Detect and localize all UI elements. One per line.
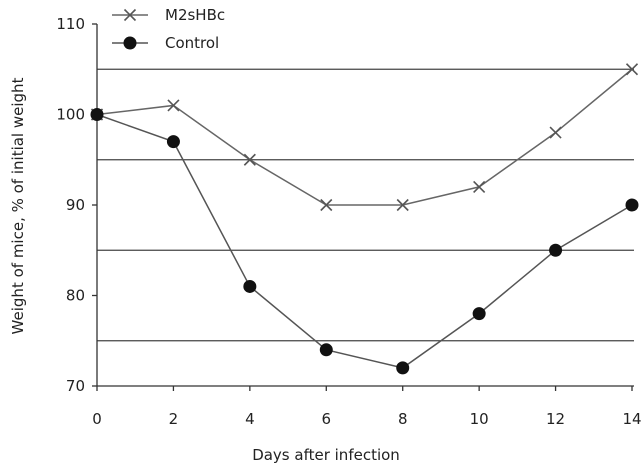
data-point: [396, 198, 409, 212]
legend-item: Control: [112, 34, 219, 52]
series-layer: [90, 63, 639, 375]
data-point: [473, 180, 486, 193]
x-tick-label: 14: [622, 410, 641, 428]
legend-label: M2sHBc: [165, 6, 225, 24]
series-line: [96, 68, 633, 206]
y-tick-label: 110: [56, 15, 85, 33]
data-point: [396, 361, 410, 375]
data-point: [549, 126, 562, 139]
series-line: [96, 113, 633, 369]
legend-label: Control: [165, 34, 219, 52]
data-point: [243, 279, 257, 293]
x-axis-title: Days after infection: [252, 446, 400, 464]
x-tick-label: 2: [169, 410, 179, 428]
legend-item: M2sHBc: [112, 6, 225, 24]
data-point: [90, 108, 104, 121]
legend: M2sHBc Control: [112, 6, 225, 52]
data-point: [319, 343, 333, 357]
data-point: [167, 99, 180, 112]
data-point: [320, 198, 333, 212]
x-tick-label: 0: [92, 410, 102, 428]
x-tick-label: 8: [398, 410, 408, 428]
y-tick-label: 100: [56, 106, 85, 124]
series-control: [90, 108, 639, 375]
data-point: [243, 153, 256, 166]
legend-marker: [123, 36, 137, 50]
x-tick-label: 4: [245, 410, 255, 428]
x-tick-label: 6: [322, 410, 332, 428]
data-point: [625, 63, 639, 76]
data-point: [625, 198, 639, 212]
x-tick-label: 12: [546, 410, 565, 428]
y-tick-label: 90: [66, 196, 85, 214]
data-point: [166, 135, 180, 149]
y-tick-label: 80: [66, 287, 85, 305]
y-tick-label: 70: [66, 377, 85, 395]
x-tick-label: 10: [470, 410, 489, 428]
data-point: [472, 307, 486, 321]
ticks: 70 80 90 100 110 0 2 4 6 8 10 12 14: [56, 15, 641, 428]
gridlines: [97, 68, 634, 342]
legend-marker: [123, 8, 137, 22]
y-axis-title: Weight of mice, % of initial weight: [9, 77, 27, 334]
data-point: [549, 243, 563, 257]
